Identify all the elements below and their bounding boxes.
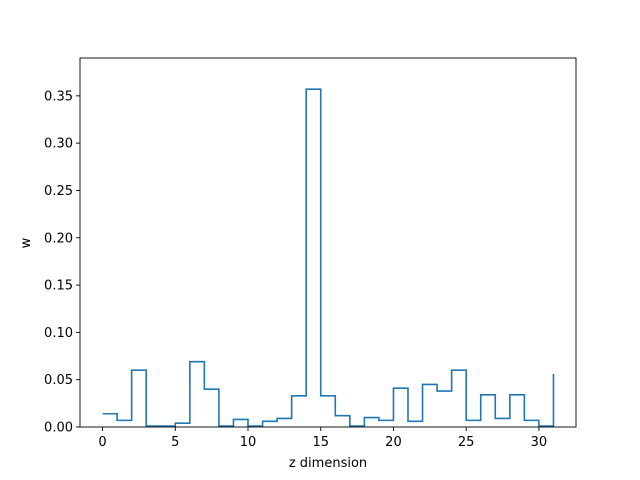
y-tick-label: 0.00 — [44, 421, 73, 436]
series-step-line — [102, 88, 555, 427]
y-tick-label: 0.10 — [44, 326, 73, 341]
x-tick-label: 0 — [98, 435, 106, 450]
plot-area — [79, 57, 577, 428]
x-tick-label: 10 — [240, 435, 257, 450]
x-axis-label: z dimension — [289, 456, 367, 471]
y-tick-label: 0.15 — [44, 279, 73, 294]
x-tick-label: 5 — [171, 435, 179, 450]
y-tick-label: 0.20 — [44, 231, 73, 246]
x-tick-label: 25 — [458, 435, 475, 450]
y-axis-ticks: 0.00 0.05 0.10 0.15 0.20 0.25 0.30 0.35 — [44, 89, 80, 436]
x-tick-label: 15 — [312, 435, 329, 450]
x-axis-ticks: 0 5 10 15 20 25 30 — [98, 427, 547, 450]
y-tick-label: 0.05 — [44, 373, 73, 388]
axes-frame — [79, 57, 577, 428]
y-tick-label: 0.25 — [44, 184, 73, 199]
y-axis-label: w — [19, 237, 34, 248]
x-tick-label: 20 — [385, 435, 402, 450]
x-tick-label: 30 — [531, 435, 548, 450]
y-tick-label: 0.30 — [44, 137, 73, 152]
y-tick-label: 0.35 — [44, 89, 73, 104]
